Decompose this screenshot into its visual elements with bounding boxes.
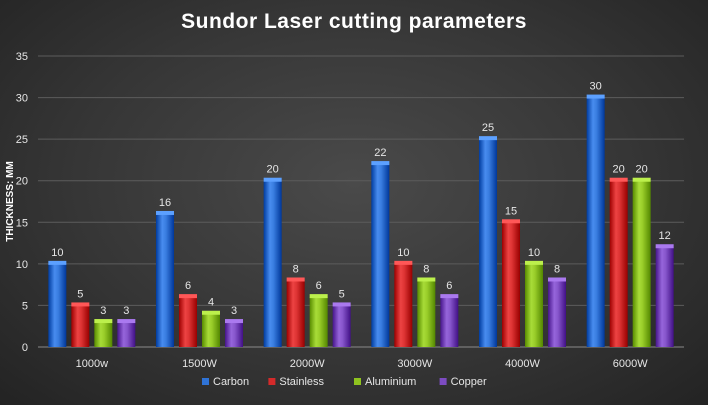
bar-top — [632, 177, 651, 182]
bar-stainless — [179, 297, 197, 347]
bar-top — [332, 302, 351, 307]
bar-top — [655, 244, 674, 249]
legend-label-copper: Copper — [451, 376, 487, 388]
bar-top — [440, 294, 459, 299]
y-tick-label: 0 — [22, 342, 28, 354]
data-label: 30 — [590, 81, 602, 93]
bar-aluminium — [632, 180, 651, 347]
bar-copper — [225, 322, 243, 347]
bar-top — [71, 302, 90, 307]
bar-top — [309, 294, 328, 299]
bar-copper — [440, 297, 459, 347]
bar-top — [286, 277, 305, 282]
y-tick-label: 10 — [16, 259, 28, 271]
bar-top — [94, 319, 113, 324]
data-label: 6 — [185, 280, 191, 292]
data-label: 3 — [100, 305, 106, 317]
bar-top — [179, 294, 197, 299]
data-label: 10 — [397, 247, 409, 259]
data-label: 3 — [123, 305, 129, 317]
data-label: 22 — [374, 147, 386, 159]
bar-top — [202, 310, 220, 315]
data-label: 20 — [267, 164, 279, 176]
bar-top — [586, 94, 605, 99]
bar-top — [371, 161, 390, 166]
x-tick-label: 1500W — [182, 358, 217, 370]
y-tick-label: 20 — [16, 176, 28, 188]
data-label: 16 — [159, 197, 171, 209]
x-tick-label: 3000W — [397, 358, 432, 370]
bar-top — [525, 260, 543, 265]
bar-aluminium — [94, 322, 113, 347]
bar-carbon — [586, 97, 605, 347]
data-label: 20 — [636, 164, 648, 176]
bar-top — [502, 219, 520, 224]
bar-copper — [332, 305, 351, 347]
legend-label-stainless: Stainless — [279, 376, 324, 388]
bar-carbon — [371, 164, 390, 347]
legend-swatch-aluminium — [354, 378, 361, 385]
bar-copper — [117, 322, 136, 347]
y-tick-label: 15 — [16, 217, 28, 229]
bar-top — [156, 210, 174, 215]
bar-top — [225, 319, 243, 324]
bar-copper — [548, 280, 566, 347]
x-tick-label: 2000W — [290, 358, 325, 370]
x-tick-label: 1000w — [76, 358, 108, 370]
data-label: 8 — [293, 263, 299, 275]
bar-aluminium — [309, 297, 328, 347]
legend-label-carbon: Carbon — [213, 376, 249, 388]
bar-top — [263, 177, 282, 182]
y-tick-label: 35 — [16, 51, 28, 63]
data-label: 15 — [505, 205, 517, 217]
bar-stainless — [71, 305, 90, 347]
data-label: 6 — [446, 280, 452, 292]
data-label: 25 — [482, 122, 494, 134]
bar-top — [479, 136, 497, 141]
bar-stainless — [502, 222, 520, 347]
bar-top — [417, 277, 436, 282]
bar-carbon — [263, 180, 282, 347]
x-tick-label: 4000W — [505, 358, 540, 370]
data-label: 5 — [339, 288, 345, 300]
bar-carbon — [48, 263, 67, 347]
legend-swatch-carbon — [202, 378, 209, 385]
bar-stainless — [609, 180, 628, 347]
data-label: 20 — [613, 164, 625, 176]
x-tick-label: 6000W — [613, 358, 648, 370]
bar-top — [117, 319, 136, 324]
data-label: 8 — [554, 263, 560, 275]
data-label: 5 — [77, 288, 83, 300]
bar-aluminium — [202, 313, 220, 347]
bar-carbon — [156, 213, 174, 347]
legend-swatch-stainless — [268, 378, 276, 385]
data-label: 8 — [423, 263, 429, 275]
bar-top — [394, 260, 413, 265]
bar-carbon — [479, 139, 497, 347]
y-tick-label: 5 — [22, 300, 28, 312]
y-tick-label: 30 — [16, 93, 28, 105]
data-label: 10 — [51, 247, 63, 259]
bar-aluminium — [417, 280, 436, 347]
legend-swatch-copper — [439, 378, 447, 385]
bar-top — [609, 177, 628, 182]
bar-stainless — [286, 280, 305, 347]
data-label: 6 — [316, 280, 322, 292]
data-label: 12 — [659, 230, 671, 242]
bar-top — [548, 277, 566, 282]
bar-copper — [655, 247, 674, 347]
chart-title: Sundor Laser cutting parameters — [181, 10, 527, 33]
data-label: 4 — [208, 297, 214, 309]
data-label: 3 — [231, 305, 237, 317]
y-axis-title: THICKNESS: MM — [5, 161, 16, 242]
data-label: 10 — [528, 247, 540, 259]
bar-stainless — [394, 263, 413, 347]
bar-aluminium — [525, 263, 543, 347]
legend-label-aluminium: Aluminium — [365, 376, 416, 388]
y-tick-label: 25 — [16, 134, 28, 146]
bar-top — [48, 260, 67, 265]
